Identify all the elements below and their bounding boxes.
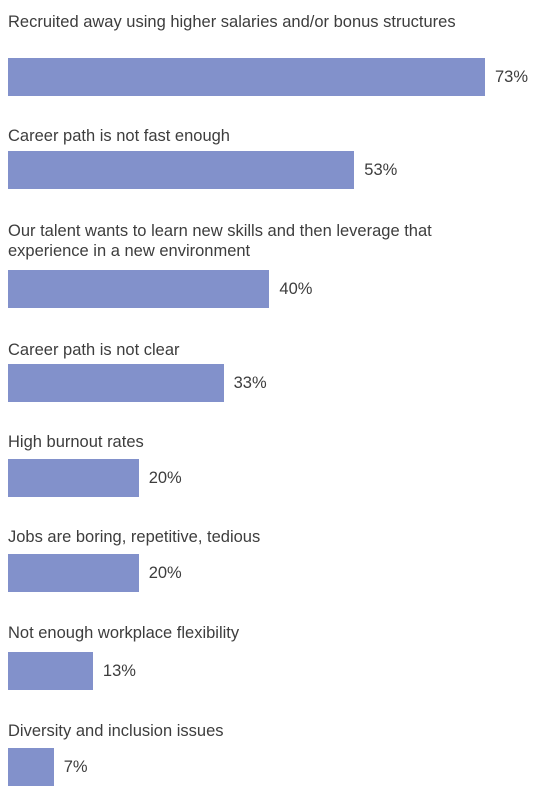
category-label: High burnout rates — [8, 433, 144, 451]
bar — [8, 151, 355, 189]
category-label: Not enough workplace flexibility — [8, 624, 240, 642]
value-label: 20% — [148, 469, 182, 487]
bar — [8, 652, 93, 690]
value-label: 33% — [233, 374, 267, 392]
category-label: Career path is not fast enough — [8, 127, 230, 145]
bar — [8, 270, 270, 308]
category-label: Career path is not clear — [8, 341, 180, 359]
category-label: Jobs are boring, repetitive, tedious — [8, 528, 261, 546]
value-label: 7% — [63, 758, 88, 776]
bar — [8, 459, 139, 497]
category-label: Our talent wants to learn new skills and… — [8, 222, 432, 260]
bar — [8, 554, 139, 592]
value-label: 40% — [279, 280, 313, 298]
bar — [8, 58, 485, 96]
value-label: 20% — [148, 564, 182, 582]
bar — [8, 748, 54, 786]
value-label: 73% — [495, 68, 529, 86]
category-label: Diversity and inclusion issues — [8, 722, 224, 740]
category-label: Recruited away using higher salaries and… — [8, 13, 456, 31]
bar — [8, 364, 224, 402]
value-label: 53% — [364, 161, 398, 179]
value-label: 13% — [102, 662, 136, 680]
